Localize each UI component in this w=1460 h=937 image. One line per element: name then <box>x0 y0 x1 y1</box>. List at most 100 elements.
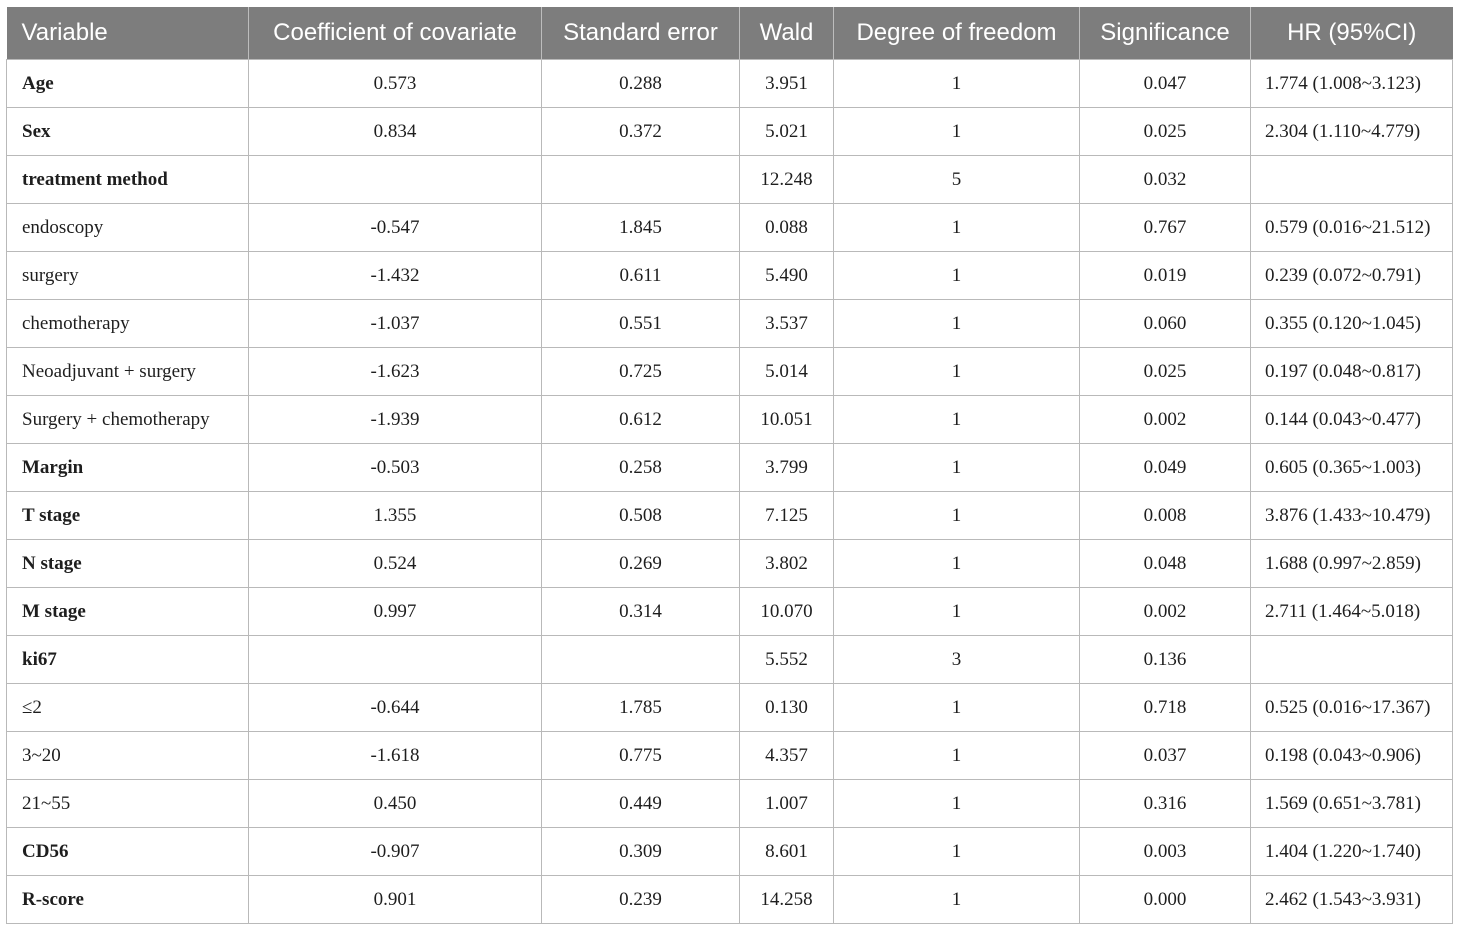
coefficient-cell: 0.834 <box>248 107 542 156</box>
significance-cell: 0.048 <box>1079 539 1251 588</box>
table-row: Neoadjuvant + surgery -1.623 0.725 5.014 1 0.… <box>6 347 1453 396</box>
wald-cell: 4.357 <box>739 731 834 780</box>
wald-cell: 3.951 <box>739 59 834 108</box>
variable-cell: ki67 <box>6 635 249 684</box>
coefficient-cell: 0.524 <box>248 539 542 588</box>
coefficient-cell: -0.547 <box>248 203 542 252</box>
significance-cell: 0.000 <box>1079 875 1251 924</box>
column-header-standard-error: Standard error <box>541 7 740 60</box>
coefficient-cell: 0.997 <box>248 587 542 636</box>
wald-cell: 1.007 <box>739 779 834 828</box>
wald-cell: 10.070 <box>739 587 834 636</box>
hr-ci-cell: 0.605 (0.365~1.003) <box>1250 443 1453 492</box>
coefficient-cell <box>248 635 542 684</box>
hr-ci-cell: 2.304 (1.110~4.779) <box>1250 107 1453 156</box>
standard-error-cell: 0.612 <box>541 395 740 444</box>
coefficient-cell: -1.618 <box>248 731 542 780</box>
standard-error-cell: 0.239 <box>541 875 740 924</box>
table-row: R-score 0.901 0.239 14.258 1 0.000 2.462 (1.54… <box>6 875 1453 924</box>
table-row: treatment method 12.248 5 0.032 <box>6 155 1453 204</box>
df-cell: 1 <box>833 299 1080 348</box>
wald-cell: 3.799 <box>739 443 834 492</box>
df-cell: 1 <box>833 491 1080 540</box>
significance-cell: 0.003 <box>1079 827 1251 876</box>
results-table-container: Variable Coefficient of covariate Standa… <box>6 7 1453 924</box>
coefficient-cell: -0.644 <box>248 683 542 732</box>
hr-ci-cell: 1.569 (0.651~3.781) <box>1250 779 1453 828</box>
standard-error-cell: 0.372 <box>541 107 740 156</box>
hr-ci-cell: 1.404 (1.220~1.740) <box>1250 827 1453 876</box>
table-row: M stage 0.997 0.314 10.070 1 0.002 2.711 (1.46… <box>6 587 1453 636</box>
standard-error-cell: 0.725 <box>541 347 740 396</box>
variable-cell: ≤2 <box>6 683 249 732</box>
wald-cell: 0.088 <box>739 203 834 252</box>
hr-ci-cell: 1.774 (1.008~3.123) <box>1250 59 1453 108</box>
hr-ci-cell: 3.876 (1.433~10.479) <box>1250 491 1453 540</box>
standard-error-cell: 0.508 <box>541 491 740 540</box>
significance-cell: 0.037 <box>1079 731 1251 780</box>
table-row: Margin -0.503 0.258 3.799 1 0.049 0.605 (0.365… <box>6 443 1453 492</box>
column-header-significance: Significance <box>1079 7 1251 60</box>
table-row: ki67 5.552 3 0.136 <box>6 635 1453 684</box>
standard-error-cell: 0.449 <box>541 779 740 828</box>
header-row: Variable Coefficient of covariate Standa… <box>6 7 1453 60</box>
hr-ci-cell: 2.711 (1.464~5.018) <box>1250 587 1453 636</box>
df-cell: 1 <box>833 203 1080 252</box>
column-header-hr-ci: HR (95%CI) <box>1250 7 1453 60</box>
significance-cell: 0.767 <box>1079 203 1251 252</box>
variable-cell: 21~55 <box>6 779 249 828</box>
significance-cell: 0.025 <box>1079 107 1251 156</box>
hr-ci-cell: 1.688 (0.997~2.859) <box>1250 539 1453 588</box>
df-cell: 1 <box>833 539 1080 588</box>
hr-ci-cell <box>1250 155 1453 204</box>
standard-error-cell: 0.611 <box>541 251 740 300</box>
hr-ci-cell: 0.239 (0.072~0.791) <box>1250 251 1453 300</box>
variable-cell: Age <box>6 59 249 108</box>
table-row: T stage 1.355 0.508 7.125 1 0.008 3.876 (1.433… <box>6 491 1453 540</box>
table-row: Age 0.573 0.288 3.951 1 0.047 1.774 (1.008~3.1… <box>6 59 1453 108</box>
coefficient-cell: -0.907 <box>248 827 542 876</box>
significance-cell: 0.047 <box>1079 59 1251 108</box>
wald-cell: 10.051 <box>739 395 834 444</box>
hr-ci-cell: 2.462 (1.543~3.931) <box>1250 875 1453 924</box>
variable-cell: M stage <box>6 587 249 636</box>
standard-error-cell: 1.785 <box>541 683 740 732</box>
df-cell: 1 <box>833 347 1080 396</box>
column-header-coefficient: Coefficient of covariate <box>248 7 542 60</box>
standard-error-cell: 0.309 <box>541 827 740 876</box>
significance-cell: 0.049 <box>1079 443 1251 492</box>
df-cell: 1 <box>833 251 1080 300</box>
significance-cell: 0.002 <box>1079 587 1251 636</box>
variable-cell: endoscopy <box>6 203 249 252</box>
hr-ci-cell: 0.144 (0.043~0.477) <box>1250 395 1453 444</box>
df-cell: 1 <box>833 443 1080 492</box>
hr-ci-cell: 0.355 (0.120~1.045) <box>1250 299 1453 348</box>
wald-cell: 5.014 <box>739 347 834 396</box>
standard-error-cell: 0.288 <box>541 59 740 108</box>
cox-regression-table: Variable Coefficient of covariate Standa… <box>6 7 1453 924</box>
table-row: Sex 0.834 0.372 5.021 1 0.025 2.304 (1.110~4.7… <box>6 107 1453 156</box>
df-cell: 1 <box>833 875 1080 924</box>
standard-error-cell: 0.314 <box>541 587 740 636</box>
wald-cell: 14.258 <box>739 875 834 924</box>
significance-cell: 0.002 <box>1079 395 1251 444</box>
df-cell: 1 <box>833 107 1080 156</box>
wald-cell: 7.125 <box>739 491 834 540</box>
column-header-variable: Variable <box>6 7 249 60</box>
table-row: CD56 -0.907 0.309 8.601 1 0.003 1.404 (1.220~1… <box>6 827 1453 876</box>
significance-cell: 0.718 <box>1079 683 1251 732</box>
df-cell: 1 <box>833 59 1080 108</box>
table-row: surgery -1.432 0.611 5.490 1 0.019 0.239 (0.07… <box>6 251 1453 300</box>
significance-cell: 0.032 <box>1079 155 1251 204</box>
table-row: 21~55 0.450 0.449 1.007 1 0.316 1.569 (0.651~3… <box>6 779 1453 828</box>
hr-ci-cell: 0.198 (0.043~0.906) <box>1250 731 1453 780</box>
coefficient-cell: -1.939 <box>248 395 542 444</box>
variable-cell: Margin <box>6 443 249 492</box>
table-row: Surgery + chemotherapy -1.939 0.612 10.051 1… <box>6 395 1453 444</box>
df-cell: 1 <box>833 683 1080 732</box>
coefficient-cell: -1.037 <box>248 299 542 348</box>
table-row: chemotherapy -1.037 0.551 3.537 1 0.060 0.355 … <box>6 299 1453 348</box>
significance-cell: 0.136 <box>1079 635 1251 684</box>
significance-cell: 0.008 <box>1079 491 1251 540</box>
wald-cell: 5.021 <box>739 107 834 156</box>
